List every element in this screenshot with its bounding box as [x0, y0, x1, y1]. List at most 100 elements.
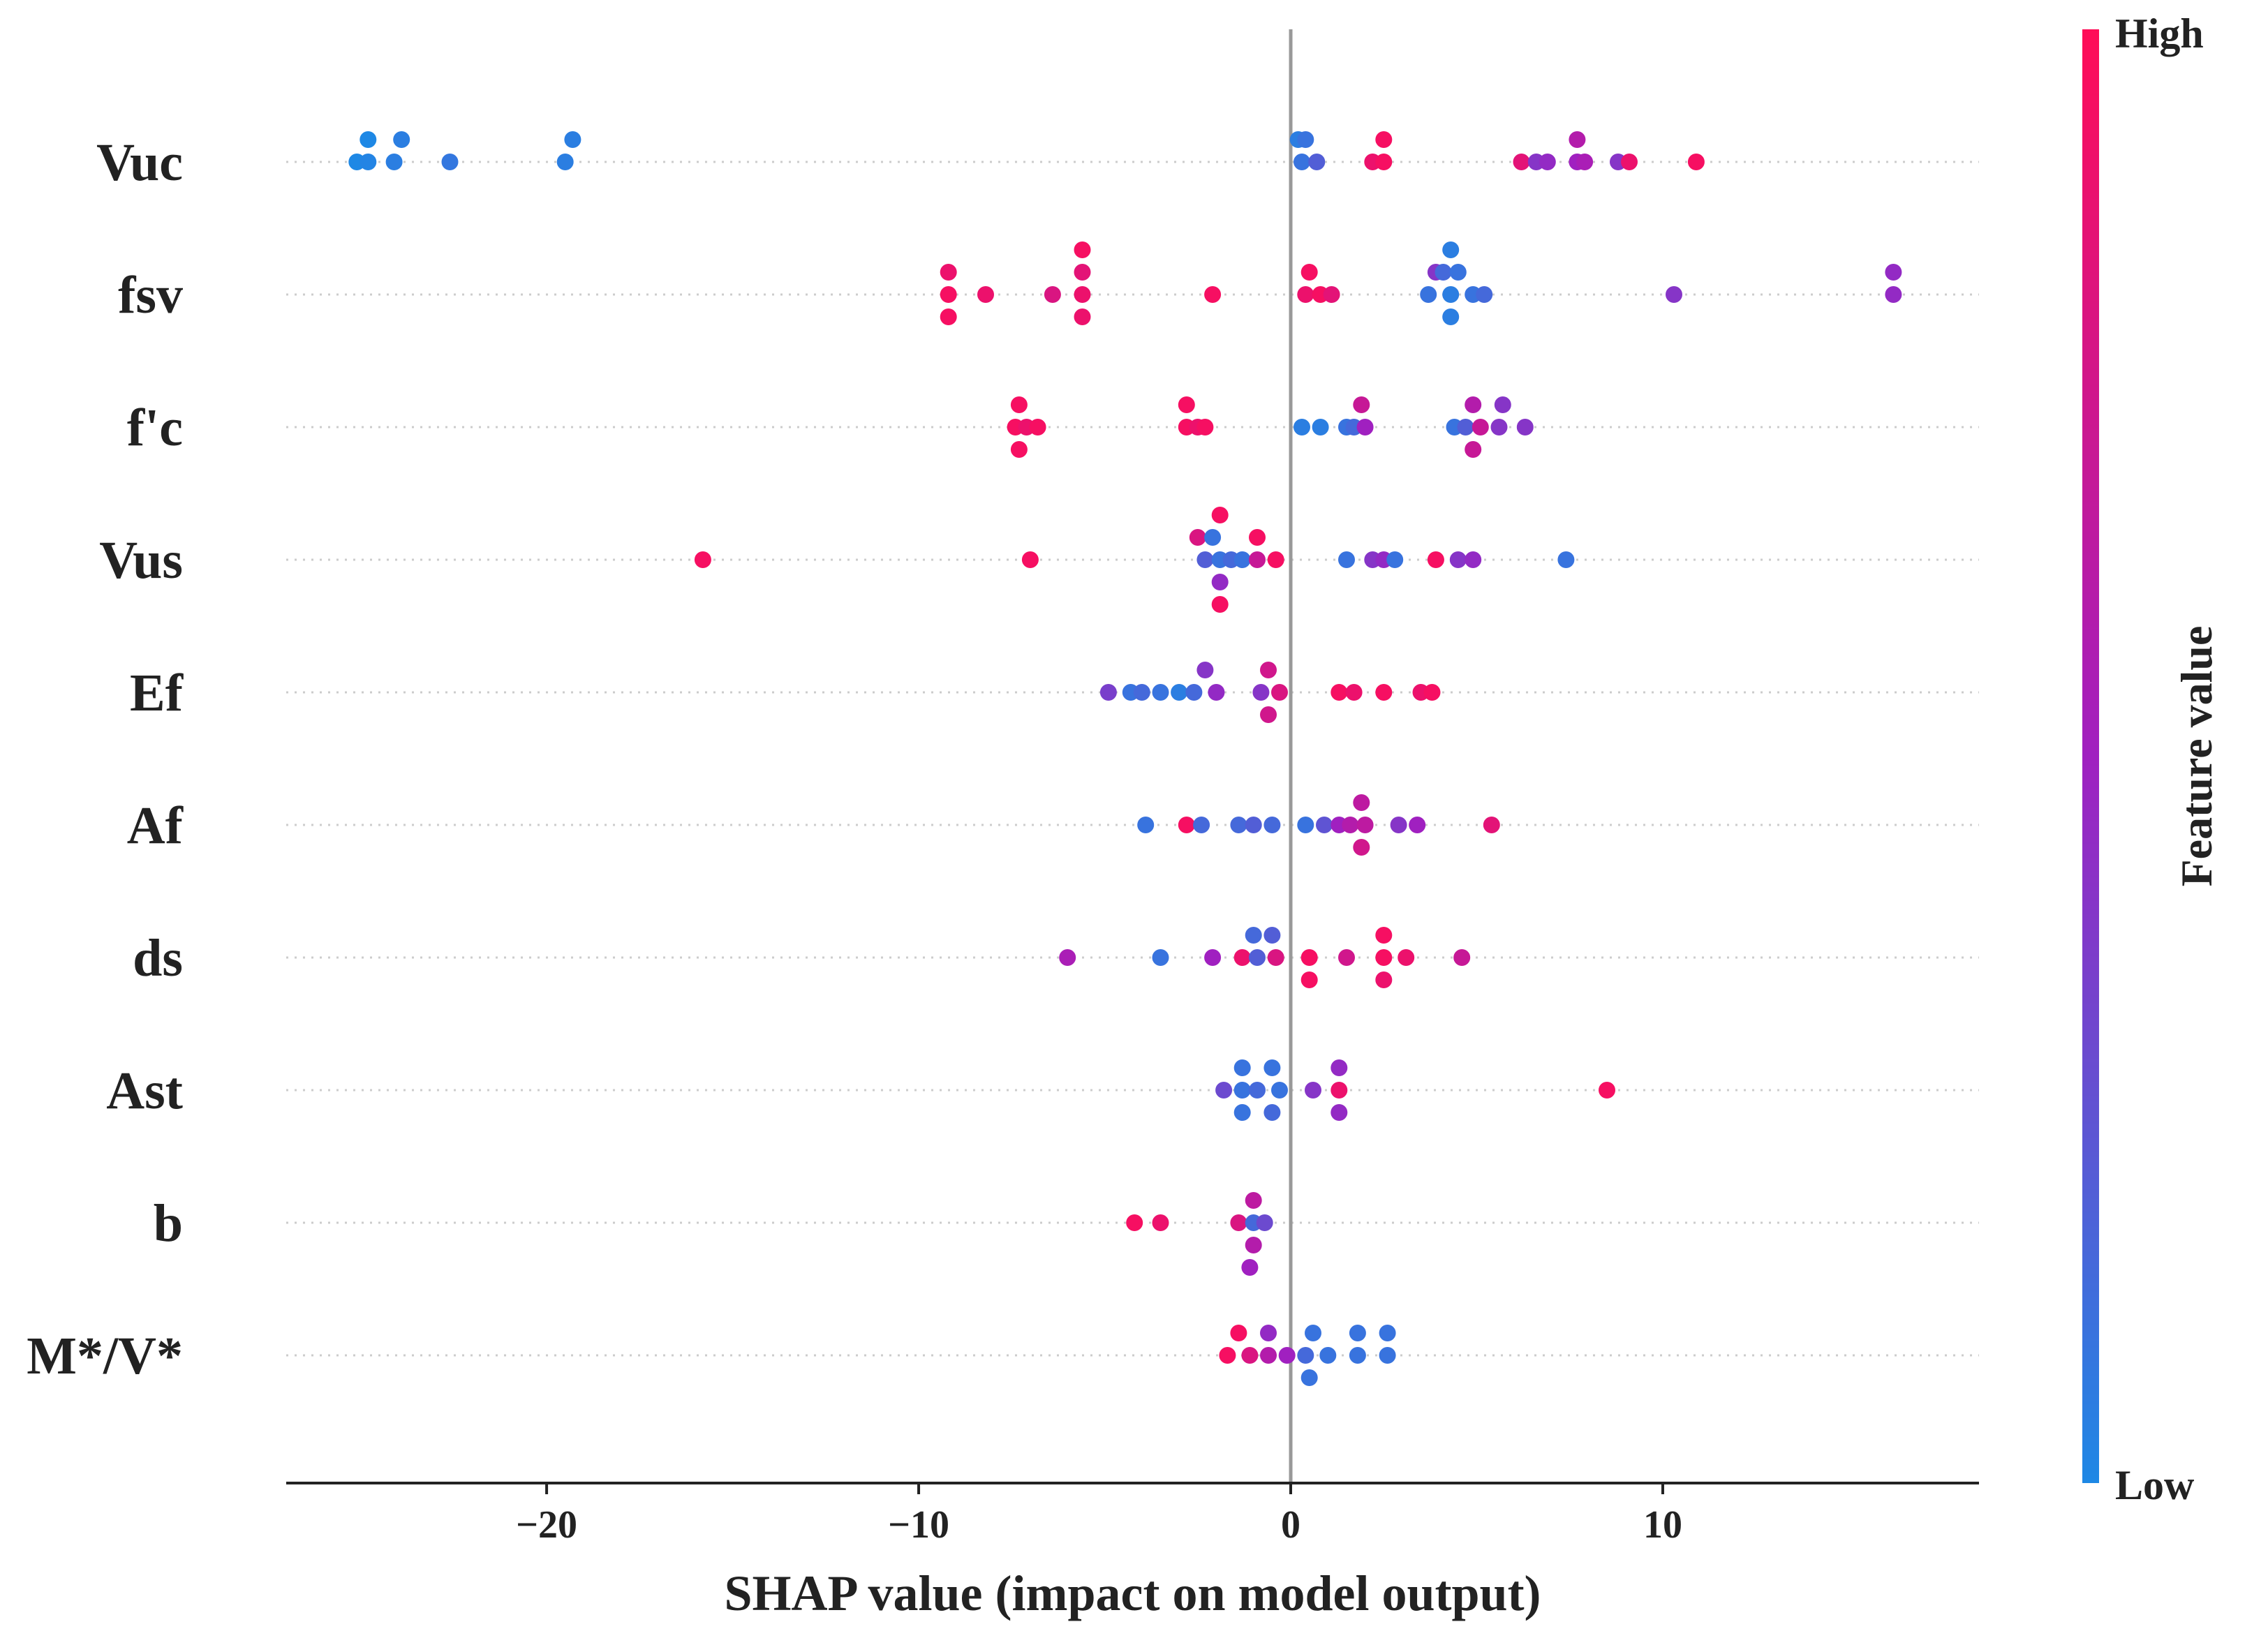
- shap-point-fsv: [1204, 286, 1222, 303]
- shap-point-m-v: [1241, 1347, 1259, 1364]
- shap-point-f-c: [1353, 396, 1370, 413]
- shap-point-fsv: [940, 308, 957, 325]
- shap-point-ef: [1252, 684, 1270, 701]
- shap-point-vuc: [393, 131, 410, 148]
- shap-point-fsv: [1297, 286, 1314, 303]
- shap-point-m-v: [1379, 1347, 1396, 1364]
- shap-point-ast: [1305, 1082, 1321, 1099]
- feature-label-af: Af: [127, 796, 184, 855]
- colorbar-gradient: [2082, 29, 2099, 1483]
- shap-point-ds: [1059, 949, 1076, 966]
- shap-point-ef: [1196, 662, 1214, 678]
- shap-point-ds: [1267, 949, 1284, 966]
- feature-label-vus: Vus: [99, 531, 183, 590]
- shap-point-vuc: [360, 131, 377, 148]
- shap-point-af: [1297, 817, 1314, 833]
- shap-point-ds: [1375, 949, 1393, 966]
- shap-point-m-v: [1260, 1347, 1277, 1364]
- shap-point-f-c: [1457, 419, 1474, 435]
- shap-point-ast: [1249, 1082, 1266, 1099]
- shap-point-vus: [1189, 529, 1206, 546]
- shap-point-fsv: [1074, 264, 1091, 281]
- x-axis-title: SHAP value (impact on model output): [724, 1565, 1541, 1621]
- shap-point-ds: [1263, 927, 1281, 944]
- shap-point-fsv: [1442, 241, 1460, 258]
- shap-point-ast: [1331, 1059, 1348, 1076]
- x-tick-label: 0: [1281, 1503, 1300, 1547]
- shap-point-fsv: [1449, 264, 1467, 281]
- shap-point-vus: [1465, 551, 1482, 568]
- shap-point-af: [1483, 817, 1500, 833]
- shap-point-f-c: [1294, 419, 1310, 435]
- shap-point-ef: [1171, 684, 1188, 701]
- colorbar-title: Feature value: [2172, 626, 2221, 887]
- shap-point-vus: [1338, 551, 1355, 568]
- shap-point-fsv: [1044, 286, 1061, 303]
- shap-point-ast: [1263, 1059, 1281, 1076]
- colorbar: High Low Feature value: [2082, 10, 2221, 1508]
- shap-point-af: [1353, 794, 1370, 811]
- shap-point-f-c: [1010, 396, 1028, 413]
- shap-point-m-v: [1219, 1347, 1236, 1364]
- shap-point-ef: [1331, 684, 1348, 701]
- shap-point-af: [1263, 817, 1281, 833]
- shap-point-ds: [1300, 971, 1318, 988]
- shap-point-af: [1178, 817, 1195, 833]
- shap-point-ast: [1233, 1104, 1251, 1121]
- shap-point-af: [1390, 817, 1407, 833]
- shap-point-f-c: [1465, 396, 1482, 413]
- shap-point-fsv: [977, 286, 994, 303]
- shap-point-ef: [1099, 684, 1117, 701]
- shap-points: [348, 131, 1902, 1386]
- shap-point-fsv: [1420, 286, 1437, 303]
- shap-point-ast: [1599, 1082, 1615, 1099]
- shap-point-ef: [1185, 684, 1203, 701]
- feature-label-ef: Ef: [130, 664, 184, 722]
- shap-point-vus: [1267, 551, 1284, 568]
- shap-point-m-v: [1305, 1325, 1321, 1341]
- shap-point-ast: [1233, 1059, 1251, 1076]
- shap-point-m-v: [1300, 1369, 1318, 1386]
- feature-label-ast: Ast: [106, 1062, 183, 1120]
- shap-point-vus: [1196, 551, 1214, 568]
- shap-point-ast: [1271, 1082, 1288, 1099]
- shap-point-ds: [1453, 949, 1471, 966]
- shap-point-fsv: [1885, 286, 1902, 303]
- shap-point-ds: [1245, 927, 1262, 944]
- shap-point-m-v: [1230, 1325, 1247, 1341]
- shap-point-ef: [1152, 684, 1169, 701]
- shap-point-vuc: [556, 154, 574, 170]
- shap-point-vuc: [1297, 131, 1314, 148]
- shap-point-b: [1241, 1259, 1259, 1276]
- shap-point-vuc: [564, 131, 581, 148]
- shap-point-b: [1245, 1237, 1262, 1253]
- x-axis: −20 −10 0 10: [286, 1482, 1979, 1547]
- shap-point-vuc: [1308, 154, 1326, 170]
- feature-label-m-v: M*/V*: [27, 1327, 183, 1385]
- shap-point-ef: [1133, 684, 1150, 701]
- shap-point-vus: [1021, 551, 1039, 568]
- shap-point-ef: [1208, 684, 1225, 701]
- shap-point-af: [1409, 817, 1426, 833]
- shap-point-m-v: [1379, 1325, 1396, 1341]
- shap-point-m-v: [1297, 1347, 1314, 1364]
- shap-point-vus: [1557, 551, 1575, 568]
- shap-point-fsv: [1476, 286, 1493, 303]
- shap-point-fsv: [1885, 264, 1902, 281]
- shap-point-ast: [1263, 1104, 1281, 1121]
- shap-point-fsv: [1300, 264, 1318, 281]
- shap-point-vus: [1233, 551, 1251, 568]
- shap-point-vuc: [1375, 131, 1393, 148]
- shap-point-af: [1316, 817, 1333, 833]
- shap-point-m-v: [1260, 1325, 1277, 1341]
- shap-point-f-c: [1516, 419, 1534, 435]
- shap-point-af: [1342, 817, 1359, 833]
- shap-point-ds: [1249, 949, 1266, 966]
- shap-point-ds: [1204, 949, 1222, 966]
- shap-point-f-c: [1029, 419, 1046, 435]
- shap-point-fsv: [1442, 308, 1460, 325]
- shap-point-vuc: [1569, 131, 1586, 148]
- shap-point-vus: [1211, 596, 1229, 613]
- shap-point-m-v: [1349, 1347, 1366, 1364]
